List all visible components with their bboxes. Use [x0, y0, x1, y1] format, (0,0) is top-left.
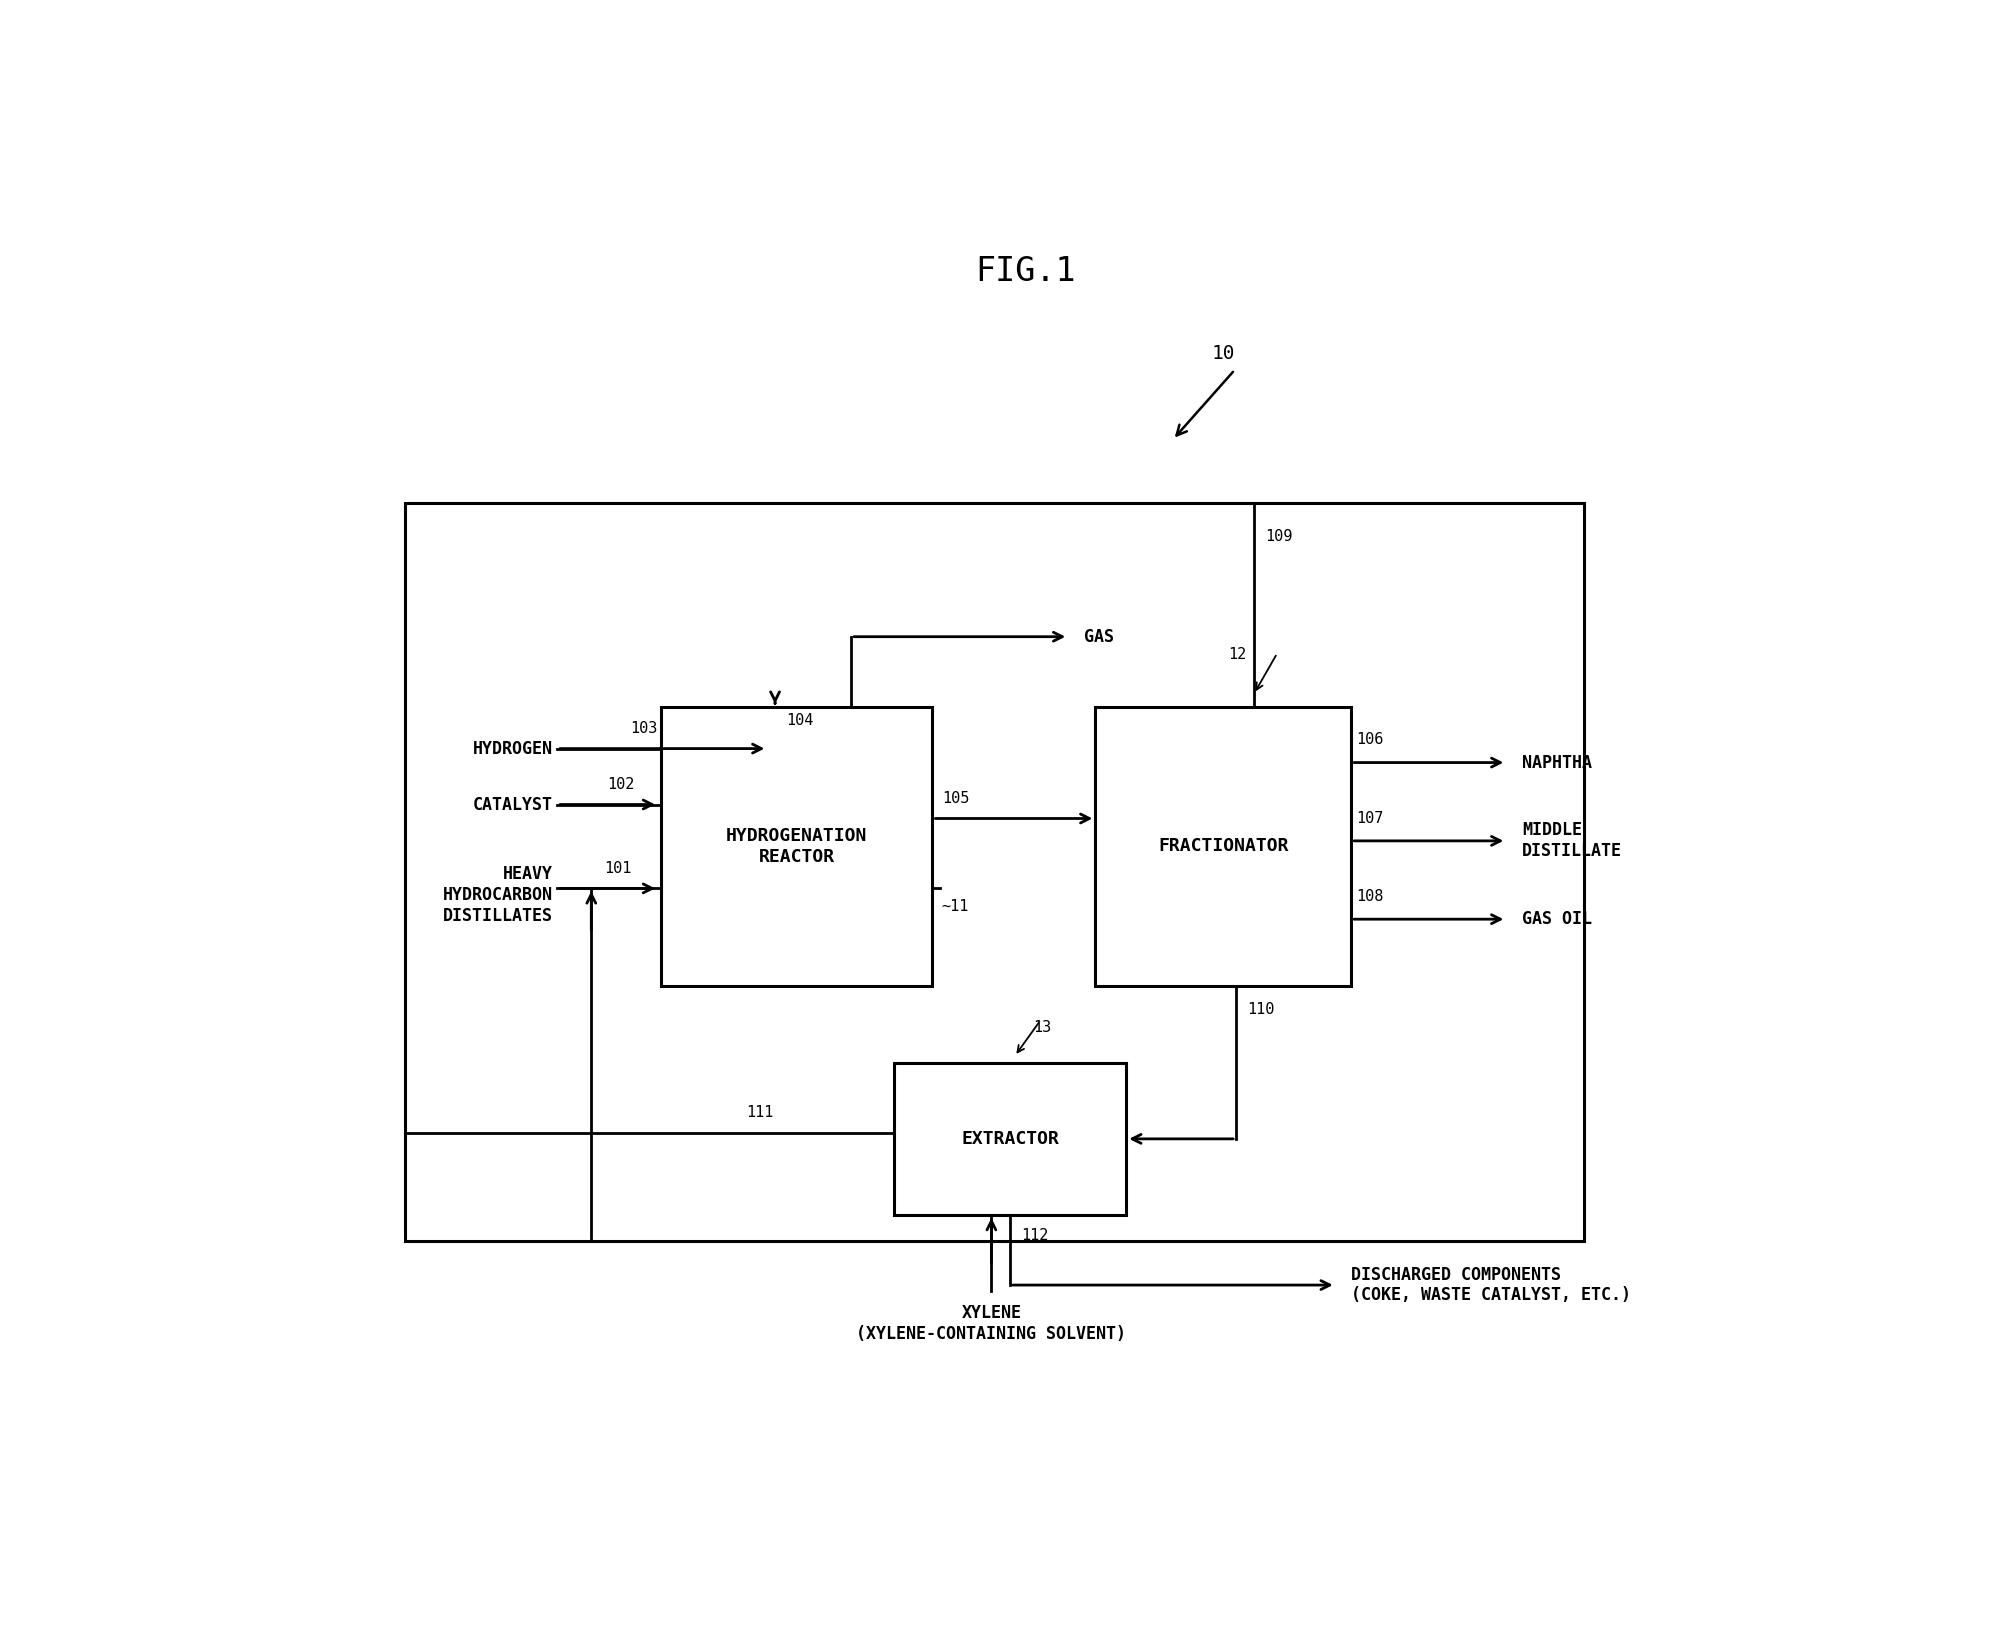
Bar — [894, 1063, 1127, 1215]
Text: FIG.1: FIG.1 — [974, 256, 1077, 289]
Text: XYLENE
(XYLENE-CONTAINING SOLVENT): XYLENE (XYLENE-CONTAINING SOLVENT) — [856, 1304, 1127, 1342]
Text: CATALYST: CATALYST — [472, 796, 552, 814]
Text: 13: 13 — [1033, 1020, 1051, 1035]
Text: 109: 109 — [1265, 528, 1293, 543]
Text: GAS: GAS — [1085, 627, 1115, 646]
Bar — [1095, 707, 1351, 986]
Bar — [660, 707, 932, 986]
Text: 102: 102 — [606, 778, 634, 792]
Text: GAS OIL: GAS OIL — [1523, 910, 1591, 928]
Text: DISCHARGED COMPONENTS
(COKE, WASTE CATALYST, ETC.): DISCHARGED COMPONENTS (COKE, WASTE CATAL… — [1351, 1266, 1631, 1304]
Text: 101: 101 — [604, 860, 630, 875]
Text: ~11: ~11 — [942, 898, 968, 913]
Text: 108: 108 — [1357, 888, 1383, 905]
Text: 104: 104 — [786, 713, 812, 728]
Text: 10: 10 — [1213, 345, 1235, 363]
Text: 110: 110 — [1247, 1002, 1275, 1017]
Text: 111: 111 — [746, 1105, 774, 1119]
Text: 112: 112 — [1021, 1228, 1049, 1243]
Text: 106: 106 — [1357, 733, 1383, 748]
Text: 107: 107 — [1357, 811, 1383, 826]
Text: NAPHTHA: NAPHTHA — [1523, 753, 1591, 771]
Bar — [406, 504, 1585, 1240]
Text: MIDDLE
DISTILLATE: MIDDLE DISTILLATE — [1523, 822, 1621, 860]
Text: HYDROGEN: HYDROGEN — [472, 740, 552, 758]
Text: 103: 103 — [630, 721, 658, 736]
Text: 12: 12 — [1229, 647, 1247, 662]
Text: FRACTIONATOR: FRACTIONATOR — [1159, 837, 1289, 855]
Text: HEAVY
HYDROCARBON
DISTILLATES: HEAVY HYDROCARBON DISTILLATES — [442, 865, 552, 925]
Text: 105: 105 — [942, 791, 968, 806]
Text: HYDROGENATION
REACTOR: HYDROGENATION REACTOR — [726, 827, 868, 865]
Text: EXTRACTOR: EXTRACTOR — [960, 1129, 1059, 1147]
